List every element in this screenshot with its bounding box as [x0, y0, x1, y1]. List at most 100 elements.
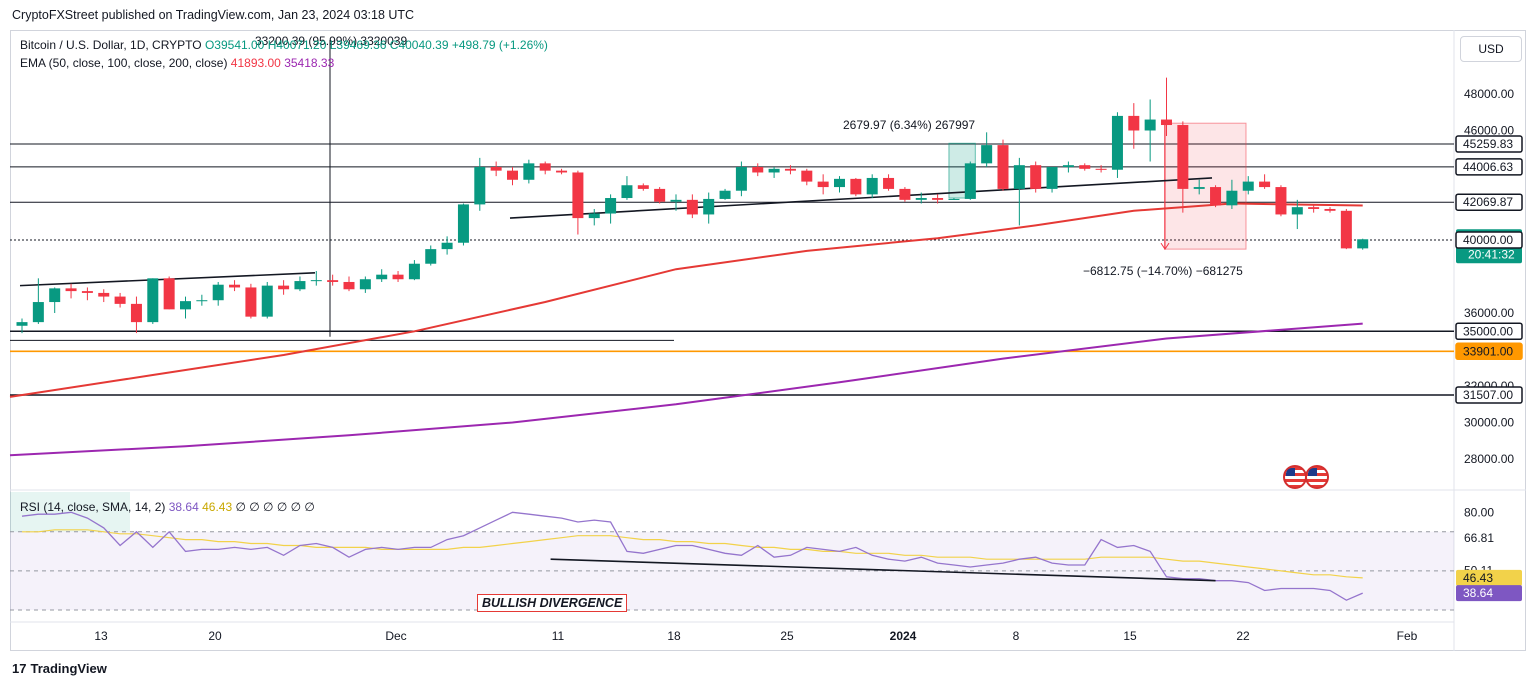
candle-body [752, 167, 764, 173]
price-tick-label: 36000.00 [1464, 306, 1514, 320]
candle-body [719, 190, 731, 199]
publisher-line: CryptoFXStreet published on TradingView.… [12, 8, 415, 22]
candle-body [850, 178, 862, 195]
horizontal-levels-layer [10, 40, 1454, 396]
currency-button[interactable]: USD [1460, 36, 1522, 62]
candle-body [130, 303, 142, 323]
candle-body [65, 288, 77, 292]
time-tick-label: 11 [552, 629, 565, 643]
legend-rsi-sma-value: 46.43 [202, 500, 233, 514]
time-tick-label: Feb [1397, 629, 1418, 643]
candle-body [1340, 210, 1352, 249]
candle-body [981, 145, 993, 164]
price-axis-layer: 48000.0046000.0036000.0032000.0030000.00… [1455, 87, 1523, 602]
time-tick-label: 8 [1013, 629, 1020, 643]
rsi-layer [21, 511, 1363, 601]
us-flag-icon[interactable] [1305, 465, 1330, 489]
price-tick-label: 48000.00 [1464, 87, 1514, 101]
candle-body [32, 302, 44, 323]
candle-body [1308, 207, 1320, 209]
price-level-label: 40000.00 [1463, 233, 1513, 247]
price-level-tag [1455, 231, 1523, 249]
time-tick-label: 15 [1123, 629, 1137, 643]
candle-body [1111, 115, 1123, 170]
time-tick-label: 25 [780, 629, 794, 643]
rsi-tick-label: 80.00 [1464, 505, 1494, 519]
candle-body [441, 242, 453, 250]
candle-body [490, 167, 502, 171]
candle-body [327, 280, 339, 282]
candle-body [229, 284, 241, 288]
legend-ema50-value: 41893.00 [230, 56, 281, 70]
candle-body [376, 274, 388, 280]
candle-body [588, 213, 600, 219]
events-flags[interactable] [1283, 465, 1330, 494]
countdown-label: 20:41:32 [1468, 247, 1515, 261]
us-flag-icon[interactable] [1283, 465, 1307, 489]
annotation-layer: 33200.39 (95.99%) 3320039 2679.97 (6.34%)… [255, 34, 1243, 278]
candle-body [1144, 119, 1156, 131]
rise-measure-label: 2679.97 (6.34%) 267997 [843, 118, 975, 132]
time-axis-layer: 13 20 Dec 11 18 25 2024 8 15 22 Feb [94, 629, 1417, 643]
candle-body [16, 322, 28, 326]
candle-body [1259, 181, 1271, 188]
time-tick-label: 22 [1236, 629, 1250, 643]
candle-body [49, 288, 61, 303]
time-tick-label: 18 [667, 629, 681, 643]
candle-body [964, 163, 976, 199]
candle-body [899, 188, 911, 200]
candle-body [621, 185, 633, 199]
time-tick-label: 20 [208, 629, 222, 643]
legend-rsi-label: RSI (14, close, SMA, 14, 2) [20, 500, 166, 514]
ema50-line [9, 202, 1363, 398]
candle-body [1013, 165, 1025, 189]
price-level-label: 31507.00 [1463, 388, 1513, 402]
candle-body [359, 279, 371, 290]
drop-measure-label: −6812.75 (−14.70%) −681275 [1083, 264, 1243, 278]
candle-body [670, 199, 682, 202]
candle-body [147, 278, 159, 323]
candle-body [1226, 190, 1238, 206]
trendline-layer [19, 177, 1213, 287]
candle-body [1193, 187, 1205, 189]
rsi-sma-line [22, 529, 1363, 579]
candle-body [605, 198, 617, 214]
time-tick-label: 2024 [890, 629, 917, 643]
legend-change: +498.79 (+1.26%) [451, 38, 548, 52]
candle-body [457, 204, 469, 243]
price-tick-label: 46000.00 [1464, 124, 1514, 138]
candle-body [572, 172, 584, 219]
tradingview-logo[interactable]: 17 TradingView [12, 661, 107, 676]
price-level-tag [1455, 322, 1523, 340]
candle-body [768, 168, 780, 173]
candle-body [866, 177, 878, 195]
legend-ema100-value: 35418.33 [284, 56, 335, 70]
ema200-line [9, 322, 1363, 457]
candle-body [392, 274, 404, 280]
candle-body [997, 145, 1009, 189]
candle-body [81, 291, 93, 293]
candle-body [343, 281, 355, 290]
candle-body [735, 167, 747, 191]
time-tick-label: Dec [385, 629, 406, 643]
rsi-value-tag [1456, 585, 1522, 602]
tradingview-logo-icon: 17 [12, 661, 27, 676]
price-level-label: 44006.63 [1463, 160, 1513, 174]
ema-layer [9, 202, 1363, 457]
candle-body [915, 198, 927, 200]
candle-body [801, 170, 813, 182]
candle-body [310, 280, 322, 282]
candle-body [1161, 119, 1172, 126]
candle-body [817, 181, 829, 188]
divergence-trendline [550, 558, 1216, 582]
legend-ohlc: O39541.00 H40071.20 L39469.36 C40040.39 [204, 38, 449, 52]
candle-body [834, 178, 845, 188]
candle-body [1128, 115, 1140, 131]
price-level-tag [1455, 158, 1523, 176]
rsi-value-tag [1456, 569, 1522, 586]
candle-body [1291, 207, 1303, 215]
measure-drop-arrowhead [1160, 242, 1170, 251]
candle-body [507, 170, 518, 180]
price-level-tag [1455, 193, 1523, 211]
